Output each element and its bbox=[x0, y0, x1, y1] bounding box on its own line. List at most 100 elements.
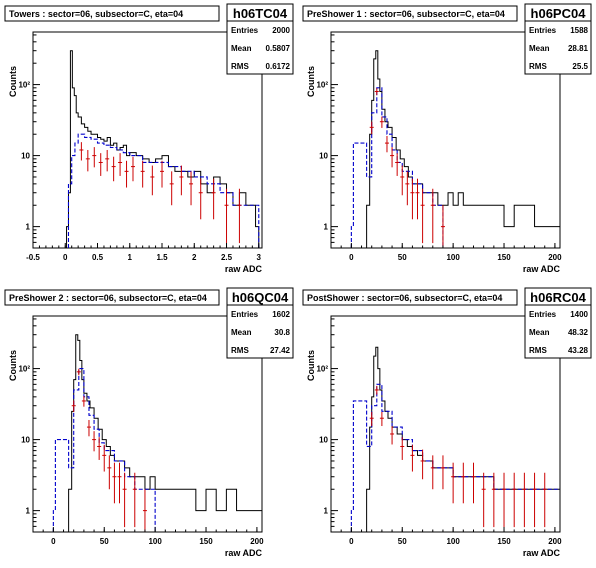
x-tick-label: 150 bbox=[497, 253, 511, 262]
data-layer bbox=[350, 50, 560, 248]
y-axis-title: Counts bbox=[8, 66, 18, 97]
x-tick-label: 1 bbox=[128, 253, 133, 262]
histogram-line-blue bbox=[350, 87, 444, 248]
stats-value: 0.5807 bbox=[266, 44, 291, 53]
data-layer bbox=[52, 334, 262, 532]
histogram-panel-2: 0 50 100 150 200 1 10 10² raw ADC Counts PreShower… bbox=[302, 3, 592, 274]
histogram-panel-4: 0 50 100 150 200 1 10 10² raw ADC Counts PostShowe… bbox=[302, 287, 592, 558]
y-tick-label: 10² bbox=[18, 365, 30, 374]
x-tick-label: 200 bbox=[548, 253, 562, 262]
x-tick-label: 3 bbox=[257, 253, 262, 262]
plot-frame bbox=[330, 31, 561, 249]
y-tick-label: 1 bbox=[324, 507, 329, 516]
x-tick-label: 150 bbox=[199, 537, 213, 546]
histogram-line-black bbox=[366, 50, 560, 248]
x-tick-label: 0 bbox=[349, 253, 354, 262]
stats-value: 1588 bbox=[570, 26, 588, 35]
y-axis-title: Counts bbox=[306, 350, 316, 381]
data-layer bbox=[350, 346, 560, 532]
x-tick-label: 50 bbox=[398, 537, 407, 546]
x-axis-title: raw ADC bbox=[523, 548, 561, 558]
x-tick-label: 150 bbox=[497, 537, 511, 546]
y-axis-title: Counts bbox=[306, 66, 316, 97]
y-tick-label: 1 bbox=[26, 223, 31, 232]
y-tick-label: 10 bbox=[319, 436, 328, 445]
title-box bbox=[4, 5, 220, 22]
y-tick-label: 10² bbox=[316, 81, 328, 90]
histogram-line-blue bbox=[350, 383, 560, 532]
x-tick-label: 2.5 bbox=[221, 253, 233, 262]
stats-box bbox=[524, 287, 592, 359]
plot-frame bbox=[330, 315, 561, 533]
stats-box bbox=[226, 3, 294, 75]
histogram-line-black bbox=[68, 334, 262, 532]
x-tick-label: 50 bbox=[100, 537, 109, 546]
y-tick-label: 10 bbox=[21, 152, 30, 161]
stats-label: Mean bbox=[231, 44, 252, 53]
y-tick-label: 10 bbox=[319, 152, 328, 161]
histogram-panel-1: -0.5 0 0.5 1 1.5 2 2.5 3 1 10 10² raw ADC Counts Towe… bbox=[4, 3, 294, 274]
x-axis-title: raw ADC bbox=[225, 264, 263, 274]
stats-label: RMS bbox=[231, 62, 249, 71]
x-tick-label: 100 bbox=[446, 253, 460, 262]
stats-label: Mean bbox=[529, 328, 550, 337]
histogram-line-black bbox=[66, 50, 260, 248]
plot-frame bbox=[32, 315, 263, 533]
y-tick-label: 10 bbox=[21, 436, 30, 445]
stats-value: 1400 bbox=[570, 310, 588, 319]
panel-title: PreShower 1 : sector=06, subsector=C, et… bbox=[307, 9, 505, 19]
title-box bbox=[302, 289, 518, 306]
y-tick-label: 1 bbox=[324, 223, 329, 232]
stats-box bbox=[226, 287, 294, 359]
x-tick-label: 0.5 bbox=[92, 253, 104, 262]
stats-label: Entries bbox=[529, 26, 557, 35]
stats-box bbox=[524, 3, 592, 75]
x-tick-label: 2 bbox=[192, 253, 197, 262]
histogram-line-blue bbox=[52, 368, 156, 532]
x-axis-title: raw ADC bbox=[523, 264, 561, 274]
x-tick-label: 100 bbox=[446, 537, 460, 546]
x-tick-label: 0 bbox=[349, 537, 354, 546]
stats-label: Entries bbox=[529, 310, 557, 319]
x-axis-title: raw ADC bbox=[225, 548, 263, 558]
y-tick-label: 10² bbox=[316, 365, 328, 374]
stats-value: 30.8 bbox=[274, 328, 290, 337]
stats-label: Entries bbox=[231, 310, 259, 319]
stats-value: 1602 bbox=[272, 310, 290, 319]
x-tick-label: 200 bbox=[250, 537, 264, 546]
stats-value: 43.28 bbox=[568, 346, 589, 355]
stats-value: 0.6172 bbox=[266, 62, 291, 71]
histogram-name: h06TC04 bbox=[233, 6, 288, 21]
stats-value: 27.42 bbox=[270, 346, 291, 355]
panel-title: PreShower 2 : sector=06, subsector=C, et… bbox=[9, 293, 207, 303]
x-tick-label: 100 bbox=[148, 537, 162, 546]
histogram-name: h06RC04 bbox=[530, 290, 586, 305]
histogram-line-black bbox=[366, 346, 560, 532]
stats-label: Mean bbox=[529, 44, 550, 53]
stats-label: RMS bbox=[529, 62, 547, 71]
x-tick-label: -0.5 bbox=[26, 253, 40, 262]
histogram-panel-3: 0 50 100 150 200 1 10 10² raw ADC Counts PreShower… bbox=[4, 287, 294, 558]
title-box bbox=[4, 289, 220, 306]
stats-value: 28.81 bbox=[568, 44, 589, 53]
stats-label: Entries bbox=[231, 26, 259, 35]
stats-label: Mean bbox=[231, 328, 252, 337]
y-tick-label: 10² bbox=[18, 81, 30, 90]
x-tick-label: 0 bbox=[51, 537, 56, 546]
title-box bbox=[302, 5, 518, 22]
x-tick-label: 50 bbox=[398, 253, 407, 262]
panel-title: PostShower : sector=06, subsector=C, eta… bbox=[307, 293, 502, 303]
stats-label: RMS bbox=[231, 346, 249, 355]
x-tick-label: 200 bbox=[548, 537, 562, 546]
stats-label: RMS bbox=[529, 346, 547, 355]
stats-value: 25.5 bbox=[572, 62, 588, 71]
y-axis-title: Counts bbox=[8, 350, 18, 381]
data-layer bbox=[66, 50, 260, 248]
histogram-name: h06QC04 bbox=[232, 290, 289, 305]
stats-value: 48.32 bbox=[568, 328, 589, 337]
panel-title: Towers : sector=06, subsector=C, eta=04 bbox=[9, 9, 183, 19]
stats-value: 2000 bbox=[272, 26, 290, 35]
histogram-line-blue bbox=[67, 133, 260, 248]
y-tick-label: 1 bbox=[26, 507, 31, 516]
